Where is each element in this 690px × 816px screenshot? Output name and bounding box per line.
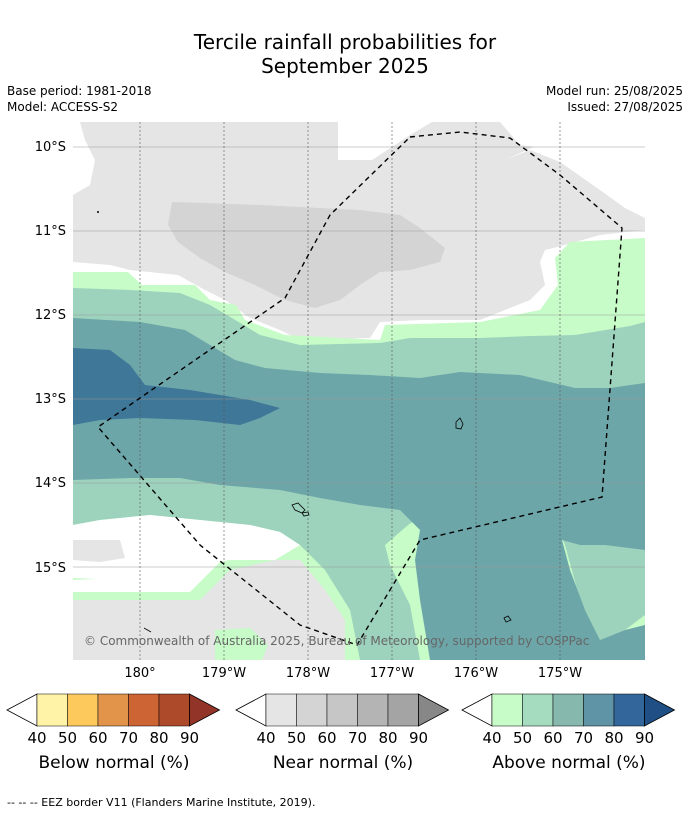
- colorbar-tick-label: 70: [574, 729, 593, 747]
- colorbar: 40 50 60 70 80 90: [235, 693, 450, 747]
- colorbar-segment: [491, 693, 523, 727]
- colorbar-tick-label: 50: [513, 729, 532, 747]
- colorbar-tick-label: 40: [256, 729, 275, 747]
- near-normal-bottom-left: [73, 540, 125, 562]
- colorbar-tick-label: 50: [287, 729, 306, 747]
- colorbar-under-arrow: [235, 693, 267, 727]
- colorbar: 40 50 60 70 80 90: [6, 693, 221, 747]
- colorbar-tick-label: 70: [348, 729, 367, 747]
- colorbar-tick-label: 60: [88, 729, 107, 747]
- colorbar-tick-label: 90: [635, 729, 654, 747]
- colorbar-tick-label: 70: [119, 729, 138, 747]
- colorbar-segment: [296, 693, 328, 727]
- title-line-1: Tercile rainfall probabilities for: [193, 30, 497, 54]
- colorbar: 40 50 60 70 80 90: [461, 693, 676, 747]
- colorbar-label-near: Near normal (%): [272, 753, 414, 773]
- white-gap-bottom-left: [73, 515, 300, 580]
- white-gap-top-left: [73, 122, 95, 195]
- colorbar-segment: [583, 693, 615, 727]
- colorbars: 40 50 60 70 80 90 40 50 60 70 80 90 40 50 60 70 80 90: [6, 693, 676, 747]
- copyright-text: © Commonwealth of Australia 2025, Bureau…: [84, 634, 589, 648]
- base-period: Base period: 1981-2018: [7, 84, 152, 98]
- lon-label: 179°W: [202, 666, 246, 681]
- colorbar-segment: [387, 693, 419, 727]
- longitude-labels: 180° 179°W 178°W 177°W 176°W 175°W: [124, 666, 582, 681]
- colorbar-segment: [158, 693, 190, 727]
- colorbar-tick-label: 40: [482, 729, 501, 747]
- meta-left: Base period: 1981-2018 Model: ACCESS-S2: [7, 83, 152, 115]
- colorbar-tick-label: 60: [317, 729, 336, 747]
- colorbar-segment: [265, 693, 297, 727]
- colorbar-under-arrow: [461, 693, 493, 727]
- island-south: [291, 502, 310, 517]
- eez-border: [96, 131, 623, 646]
- colorbar-label-below: Below normal (%): [38, 753, 190, 773]
- colorbar-tick-label: 80: [149, 729, 168, 747]
- island-dot: [97, 211, 99, 213]
- near-normal-50-region: [168, 202, 445, 308]
- colorbar-under-arrow: [6, 693, 38, 727]
- white-gap-top-right: [505, 122, 645, 218]
- graticule: [73, 122, 645, 660]
- colorbar-tick-label: 80: [604, 729, 623, 747]
- colorbar-over-arrow: [418, 693, 450, 727]
- lon-label: 178°W: [286, 666, 330, 681]
- colorbar-segment: [128, 693, 160, 727]
- colorbar-tick-label: 90: [180, 729, 199, 747]
- above-normal-70-region: [73, 348, 280, 425]
- colorbar-tick-label: 60: [543, 729, 562, 747]
- colorbar-tick-label: 50: [58, 729, 77, 747]
- lat-label: 13°S: [35, 392, 66, 407]
- colorbar-tick-label: 40: [27, 729, 46, 747]
- lon-label: 176°W: [454, 666, 498, 681]
- colorbar-tick-label: 90: [409, 729, 428, 747]
- colorbar-segment: [522, 693, 554, 727]
- lat-label: 11°S: [35, 224, 66, 239]
- colorbar-label-above: Above normal (%): [492, 753, 646, 773]
- white-gap-bottom: [73, 560, 220, 592]
- colorbar-tick-label: 80: [378, 729, 397, 747]
- eez-footnote: -- -- -- EEZ border V11 (Flanders Marine…: [7, 796, 316, 809]
- model-name: Model: ACCESS-S2: [7, 100, 119, 114]
- lon-label: 180°: [124, 666, 155, 681]
- lat-label: 12°S: [35, 308, 66, 323]
- colorbar-over-arrow: [644, 693, 676, 727]
- colorbar-over-arrow: [189, 693, 221, 727]
- colorbar-segment: [552, 693, 584, 727]
- island-east: [455, 417, 464, 430]
- near-normal-bottom: [73, 560, 345, 660]
- model-run: Model run: 25/08/2025: [545, 84, 683, 98]
- colorbar-segment: [97, 693, 129, 727]
- lat-label: 15°S: [35, 561, 66, 576]
- island-tiny: [143, 627, 152, 633]
- issued-date: Issued: 27/08/2025: [567, 100, 683, 114]
- meta-right: Model run: 25/08/2025 Issued: 27/08/2025: [546, 83, 683, 115]
- lat-label: 14°S: [35, 476, 66, 491]
- island-small: [503, 615, 512, 623]
- map-title: Tercile rainfall probabilities for Septe…: [0, 30, 690, 78]
- latitude-labels: 10°S 11°S 12°S 13°S 14°S 15°S: [35, 140, 66, 576]
- map-panel: © Commonwealth of Australia 2025, Bureau…: [73, 122, 645, 660]
- colorbar-segment: [36, 693, 68, 727]
- lon-label: 177°W: [370, 666, 414, 681]
- title-line-2: September 2025: [261, 54, 429, 78]
- colorbar-segment: [326, 693, 358, 727]
- lat-label: 10°S: [35, 140, 66, 155]
- colorbar-segment: [357, 693, 389, 727]
- colorbar-segment: [613, 693, 645, 727]
- above-normal-40-bottom-patch: [215, 628, 268, 660]
- lon-label: 175°W: [538, 666, 582, 681]
- colorbar-segment: [67, 693, 99, 727]
